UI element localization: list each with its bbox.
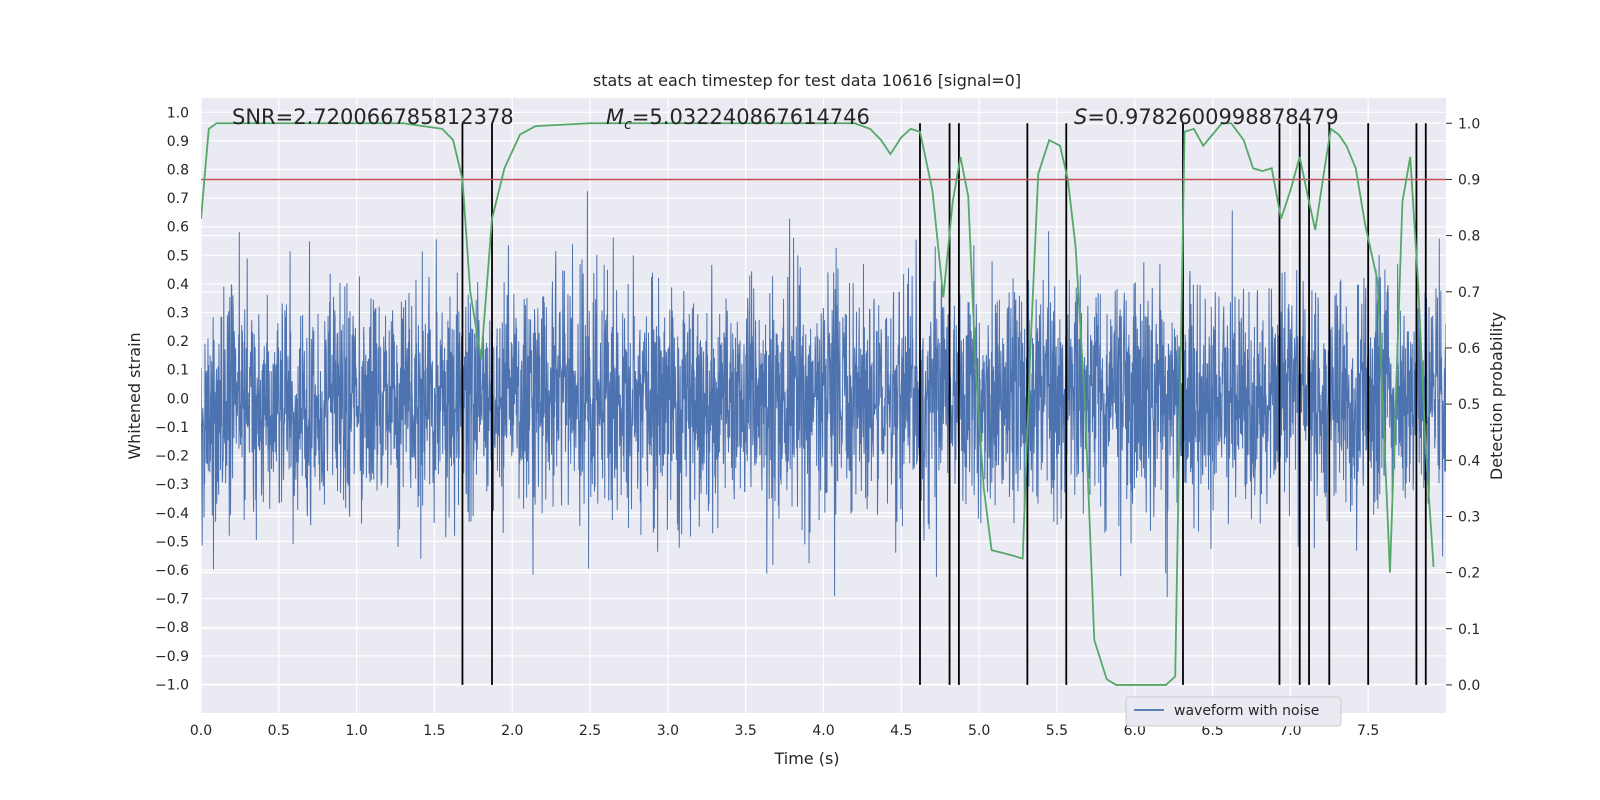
y-right-tick-labels: 1.0 0.9 0.8 0.7 0.6 0.5 0.4 0.3 0.2 0.1 0.0 [1446, 116, 1480, 694]
x-tick-label: 5.0 [968, 723, 990, 739]
y-left-tick-label: −0.6 [155, 563, 189, 579]
snr-value: =2.720066785812378 [276, 105, 514, 129]
legend-box [1125, 696, 1342, 727]
y-right-tick-label: 0.8 [1458, 229, 1480, 245]
y-left-tick-labels: 1.0 0.9 0.8 0.7 0.6 0.5 0.4 0.3 0.2 0.1 0.0 −0.1 −0.… [155, 105, 189, 693]
y-left-tick-label: −0.9 [155, 649, 189, 665]
x-tick-label: 7.5 [1357, 723, 1379, 739]
y-right-tick-label: 0.5 [1458, 397, 1480, 413]
snr-annotation: SNR=2.720066785812378 [232, 105, 514, 129]
x-tick-label: 2.0 [501, 723, 523, 739]
x-tick-label: 4.0 [812, 723, 834, 739]
x-tick-label: 6.5 [1201, 723, 1223, 739]
y-left-tick-label: −0.7 [155, 592, 189, 608]
y-left-tick-label: 1.0 [167, 105, 189, 121]
s-value: =0.9782600998878479 [1087, 105, 1338, 129]
detection-probability-series [201, 122, 1435, 686]
x-tick-label: 3.5 [735, 723, 757, 739]
y-left-tick-label: −0.2 [155, 449, 189, 465]
x-tick-label: 3.0 [657, 723, 679, 739]
y-right-tick-label: 1.0 [1458, 116, 1480, 132]
y-left-tick-label: 0.1 [167, 363, 189, 379]
y-right-tick-label: 0.7 [1458, 285, 1480, 301]
mc-subscript: c [624, 117, 632, 133]
y-right-tick-label: 0.1 [1458, 622, 1480, 638]
y-left-tick-label: 0.9 [167, 134, 189, 150]
mc-prefix: M [606, 105, 624, 129]
snr-prefix: SNR [232, 105, 276, 129]
x-tick-label: 7.0 [1279, 723, 1301, 739]
y-right-tick-label: 0.3 [1458, 509, 1480, 525]
y-right-tick-label: 0.9 [1458, 172, 1480, 188]
x-tick-label: 4.5 [890, 723, 912, 739]
y-left-axis-label: Whitened strain [125, 332, 144, 459]
x-tick-label: 5.5 [1046, 723, 1068, 739]
y-left-tick-label: 0.6 [167, 220, 189, 236]
x-tick-label: 2.5 [579, 723, 601, 739]
y-left-tick-label: −0.4 [155, 506, 189, 522]
x-tick-label: 6.0 [1124, 723, 1146, 739]
y-left-tick-label: −0.5 [155, 534, 189, 550]
chirp-mass-annotation: Mc=5.032240867614746 [606, 105, 870, 133]
x-tick-label: 1.0 [345, 723, 367, 739]
y-left-tick-label: −1.0 [155, 677, 189, 693]
y-left-tick-label: 0.0 [167, 391, 189, 407]
y-left-tick-label: 0.4 [167, 277, 189, 293]
waveform-series [201, 191, 1446, 598]
y-right-axis-label: Detection probability [1487, 312, 1506, 480]
y-right-tick-label: 0.6 [1458, 341, 1480, 357]
y-left-tick-label: −0.8 [155, 620, 189, 636]
y-left-tick-label: −0.3 [155, 477, 189, 493]
legend-label-waveform: waveform with noise [1174, 703, 1319, 719]
s-annotation: S=0.9782600998878479 [1074, 105, 1339, 129]
legend: waveform with noise [1125, 696, 1342, 727]
y-left-tick-label: 0.7 [167, 191, 189, 207]
y-right-tick-label: 0.4 [1458, 453, 1480, 469]
s-prefix: S [1074, 105, 1087, 129]
x-axis-label: Time (s) [773, 749, 839, 768]
x-tick-label: 0.0 [190, 723, 212, 739]
y-right-tick-label: 0.2 [1458, 566, 1480, 582]
x-tick-label: 1.5 [423, 723, 445, 739]
y-left-tick-label: −0.1 [155, 420, 189, 436]
chart-title: stats at each timestep for test data 106… [593, 71, 1021, 90]
x-tick-labels: 0.0 0.5 1.0 1.5 2.0 2.5 3.0 3.5 4.0 4.5 5.0 5.5 6.0 6… [190, 723, 1379, 739]
y-left-tick-label: 0.5 [167, 248, 189, 264]
y-left-tick-label: 0.3 [167, 306, 189, 322]
y-right-tick-label: 0.0 [1458, 678, 1480, 694]
x-tick-label: 0.5 [268, 723, 290, 739]
mc-value: =5.032240867614746 [632, 105, 870, 129]
y-left-tick-label: 0.2 [167, 334, 189, 350]
y-left-tick-label: 0.8 [167, 163, 189, 179]
